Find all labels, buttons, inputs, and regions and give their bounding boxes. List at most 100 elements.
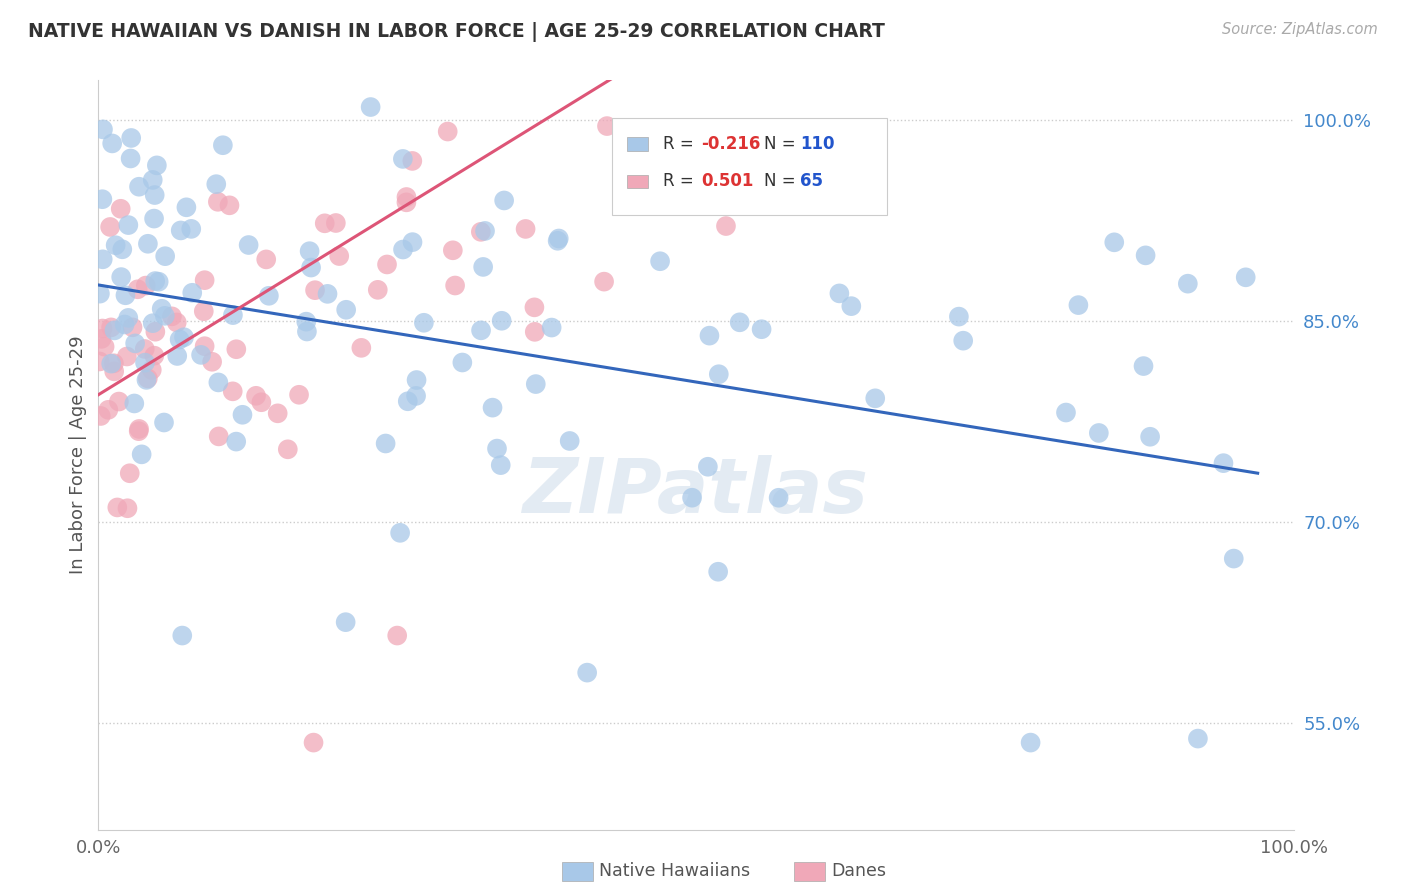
Point <box>100 357 122 371</box>
Point <box>257 289 280 303</box>
Text: -0.216: -0.216 <box>700 135 761 153</box>
Point <box>143 211 166 226</box>
Point <box>1088 425 1111 440</box>
Point <box>131 447 153 461</box>
Point <box>91 252 114 267</box>
Point <box>231 408 253 422</box>
Point <box>225 434 247 449</box>
Point <box>194 339 217 353</box>
Point <box>146 158 169 172</box>
Point <box>360 100 382 114</box>
Point <box>405 389 427 403</box>
Point <box>166 315 188 329</box>
Point <box>114 318 136 332</box>
Point <box>120 152 142 166</box>
Point <box>205 177 228 191</box>
Point <box>143 274 166 288</box>
Point <box>89 354 111 368</box>
Point <box>134 356 156 370</box>
Point <box>412 316 434 330</box>
Point <box>222 308 245 322</box>
Text: NATIVE HAWAIIAN VS DANISH IN LABOR FORCE | AGE 25-29 CORRELATION CHART: NATIVE HAWAIIAN VS DANISH IN LABOR FORCE… <box>28 22 884 42</box>
Point <box>91 321 114 335</box>
Point <box>295 325 318 339</box>
Point <box>1104 235 1126 250</box>
Point <box>143 325 166 339</box>
Point <box>190 348 212 362</box>
Point <box>515 222 537 236</box>
Point <box>828 286 851 301</box>
Point <box>485 442 508 456</box>
Point <box>298 244 321 259</box>
Point <box>110 270 132 285</box>
Text: R =: R = <box>662 172 699 190</box>
Point <box>304 283 326 297</box>
Point <box>1223 551 1246 566</box>
Point <box>98 219 121 234</box>
Point <box>491 314 513 328</box>
Point <box>699 328 721 343</box>
Point <box>576 665 599 680</box>
Point <box>142 173 165 187</box>
Point <box>166 349 188 363</box>
Point <box>207 376 229 390</box>
Point <box>1139 430 1161 444</box>
Text: N =: N = <box>763 135 801 153</box>
Text: Danes: Danes <box>831 863 886 880</box>
Point <box>547 234 569 248</box>
Point <box>207 194 229 209</box>
Point <box>117 218 139 232</box>
Point <box>110 202 132 216</box>
Point <box>277 442 299 457</box>
Point <box>472 260 495 274</box>
Point <box>707 368 730 382</box>
Point <box>288 388 311 402</box>
Text: 110: 110 <box>800 135 834 153</box>
Point <box>143 188 166 202</box>
Point <box>335 302 357 317</box>
Point <box>375 257 398 271</box>
Point <box>135 373 157 387</box>
Point <box>350 341 373 355</box>
Point <box>153 249 176 263</box>
Point <box>367 283 389 297</box>
Point <box>314 216 336 230</box>
Point <box>218 198 240 212</box>
Point <box>117 310 139 325</box>
Point <box>451 355 474 369</box>
Point <box>136 371 159 385</box>
Point <box>176 200 198 214</box>
Point <box>101 136 124 151</box>
Point <box>474 224 496 238</box>
Point <box>401 235 423 249</box>
Point <box>481 401 503 415</box>
Point <box>385 629 409 643</box>
Point <box>401 153 423 168</box>
Point <box>238 238 260 252</box>
Point <box>714 219 737 233</box>
Text: N =: N = <box>763 172 801 190</box>
Point <box>222 384 245 399</box>
Point <box>193 304 215 318</box>
Point <box>105 500 128 515</box>
Point <box>405 373 427 387</box>
Point <box>593 275 616 289</box>
Point <box>128 424 150 438</box>
Text: 0.501: 0.501 <box>700 172 754 190</box>
Point <box>153 309 176 323</box>
Point <box>596 119 619 133</box>
Point <box>547 231 569 245</box>
Point <box>150 301 173 316</box>
Point <box>392 152 415 166</box>
Point <box>124 396 146 410</box>
Y-axis label: In Labor Force | Age 25-29: In Labor Force | Age 25-29 <box>69 335 87 574</box>
Point <box>389 525 412 540</box>
Point <box>127 282 149 296</box>
Point <box>91 122 114 136</box>
Point <box>948 310 970 324</box>
Point <box>335 615 357 630</box>
Point <box>201 355 224 369</box>
Point <box>208 429 231 443</box>
Point <box>103 364 125 378</box>
Point <box>707 565 730 579</box>
